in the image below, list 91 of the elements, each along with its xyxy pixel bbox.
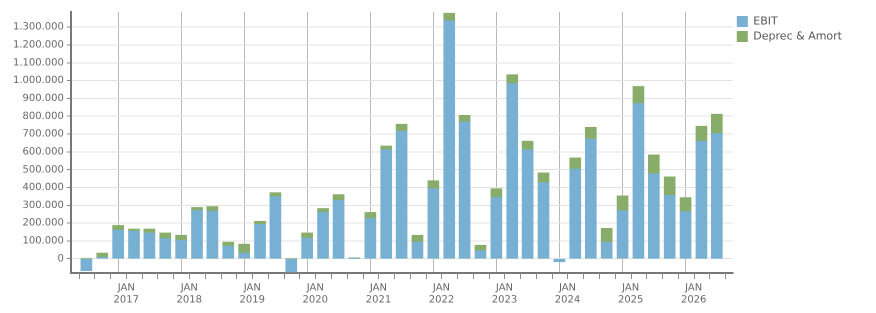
legend-label: EBIT — [753, 14, 778, 28]
bar — [490, 188, 502, 198]
y-tick-label: 1.300.000 — [12, 22, 64, 33]
bar — [412, 242, 424, 259]
y-tick-label: 300.000 — [22, 200, 64, 211]
x-tick-label: JAN 2024 — [554, 282, 580, 306]
bar — [364, 218, 376, 259]
bar — [616, 210, 628, 259]
bar — [584, 138, 597, 259]
bar — [569, 168, 582, 259]
x-tick-label: JAN 2026 — [680, 282, 706, 306]
x-tick-label: JAN 2025 — [618, 282, 644, 306]
y-tick-label: 200.000 — [22, 218, 64, 229]
bar — [128, 230, 140, 259]
bar — [648, 173, 660, 259]
bar — [696, 126, 708, 142]
y-tick-label: 100.000 — [22, 236, 64, 247]
bar — [428, 188, 440, 259]
bar — [648, 154, 660, 174]
bar — [80, 258, 92, 272]
y-tick-label: 1.000.000 — [12, 75, 64, 86]
bar — [428, 180, 440, 190]
bar — [285, 258, 298, 272]
bar — [112, 225, 124, 231]
bar — [474, 244, 486, 252]
bar — [522, 140, 534, 150]
x-tick-label: JAN 2017 — [114, 282, 139, 306]
bar — [96, 252, 108, 258]
bar — [443, 12, 456, 22]
bar — [159, 232, 172, 239]
bar — [632, 86, 644, 104]
bar — [112, 230, 124, 259]
bar — [569, 158, 582, 170]
x-tick-label: JAN 2020 — [302, 282, 328, 306]
bar — [175, 240, 187, 259]
bar — [254, 224, 266, 259]
legend-label: Deprec & Amort — [753, 29, 843, 42]
x-tick-label: JAN 2019 — [240, 282, 265, 306]
bar — [238, 252, 250, 259]
bar — [443, 20, 456, 259]
y-tick-label: 800.000 — [22, 110, 64, 122]
y-tick-label: 0 — [58, 253, 64, 264]
bar — [222, 246, 234, 259]
x-tick-label: JAN 2023 — [492, 282, 518, 306]
y-tick-label: 1.200.000 — [12, 40, 64, 51]
bar — [680, 197, 692, 212]
bar — [664, 194, 676, 259]
bar — [696, 140, 708, 259]
y-tick-label: 600.000 — [22, 146, 64, 158]
bar — [600, 242, 613, 259]
y-tick-label: 700.000 — [22, 128, 64, 140]
bar — [600, 228, 613, 243]
bar — [490, 196, 502, 259]
bar — [664, 176, 676, 196]
bar — [301, 232, 313, 239]
bar — [458, 122, 470, 259]
x-tick-label: JAN 2018 — [176, 282, 202, 306]
bar — [206, 210, 218, 259]
bar — [270, 196, 282, 259]
bar — [584, 126, 597, 140]
x-tick-label: JAN 2022 — [428, 282, 454, 306]
bar — [616, 196, 628, 212]
bar — [317, 208, 329, 213]
bar — [632, 103, 644, 259]
bar — [144, 232, 156, 259]
y-tick-label: 400.000 — [22, 182, 64, 194]
bar — [191, 210, 203, 259]
bar — [710, 133, 723, 259]
bar — [317, 212, 329, 259]
bar — [506, 83, 518, 259]
bar — [396, 130, 408, 259]
bar — [332, 200, 344, 259]
bar — [380, 149, 392, 259]
y-tick-label: 1.100.000 — [12, 57, 64, 68]
bar — [710, 114, 723, 134]
bar — [554, 258, 566, 262]
bar — [474, 250, 486, 259]
bar — [538, 172, 550, 184]
bar — [522, 149, 534, 259]
bar — [680, 211, 692, 259]
bar — [412, 234, 424, 243]
bar — [301, 238, 313, 259]
bar — [538, 182, 550, 259]
bar — [506, 74, 518, 84]
bar — [396, 124, 408, 132]
y-tick-label: 500.000 — [22, 164, 64, 176]
x-tick-label: JAN 2021 — [366, 282, 392, 306]
y-tick-label: 900.000 — [22, 93, 64, 104]
bar — [159, 238, 172, 259]
bar — [380, 146, 392, 150]
bar — [206, 206, 218, 212]
